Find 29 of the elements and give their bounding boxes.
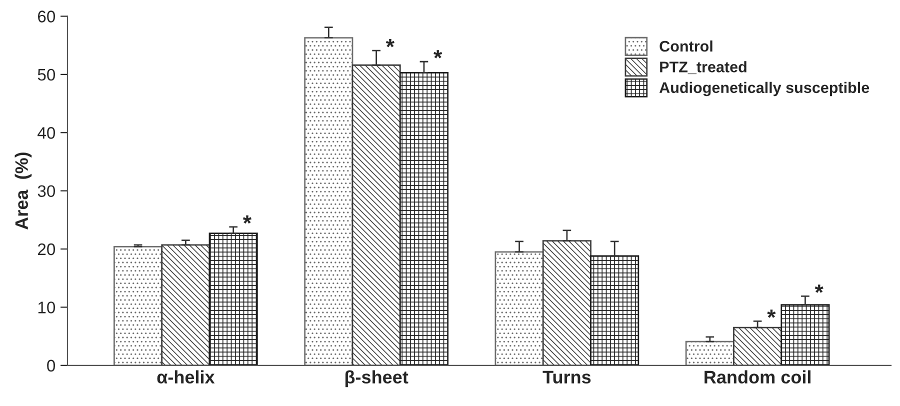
y-tick-label: 0 (47, 360, 56, 372)
legend-label: Audiogenetically susceptible (659, 82, 870, 96)
legend-label: PTZ_treated (660, 61, 746, 74)
bar (399, 72, 448, 366)
y-tick-label: 20 (38, 243, 56, 256)
x-tick-label: Turns (542, 370, 591, 384)
bar (304, 37, 354, 366)
y-tick-label: 60 (38, 10, 56, 22)
bar (780, 304, 830, 366)
data-label: * (434, 50, 442, 58)
legend-label: Control (660, 40, 712, 52)
bar (494, 251, 544, 366)
data-label: * (242, 215, 252, 224)
y-axis-title: Area (%) (14, 152, 32, 230)
bar (161, 244, 210, 366)
x-tick-label: β-sheet (345, 370, 408, 388)
y-tick-label: 10 (38, 302, 56, 314)
data-label: * (767, 310, 776, 318)
y-tick-label: 50 (38, 68, 56, 81)
bar (208, 232, 258, 366)
data-label: * (814, 284, 824, 293)
y-tick-label: 30 (38, 185, 56, 198)
bar (685, 340, 734, 366)
bar (590, 255, 640, 366)
bar (114, 246, 163, 366)
y-tick-label: 40 (38, 127, 56, 139)
x-tick-label: α-helix (157, 370, 215, 384)
x-tick-label: Random coil (704, 370, 810, 384)
data-label: * (386, 39, 394, 48)
